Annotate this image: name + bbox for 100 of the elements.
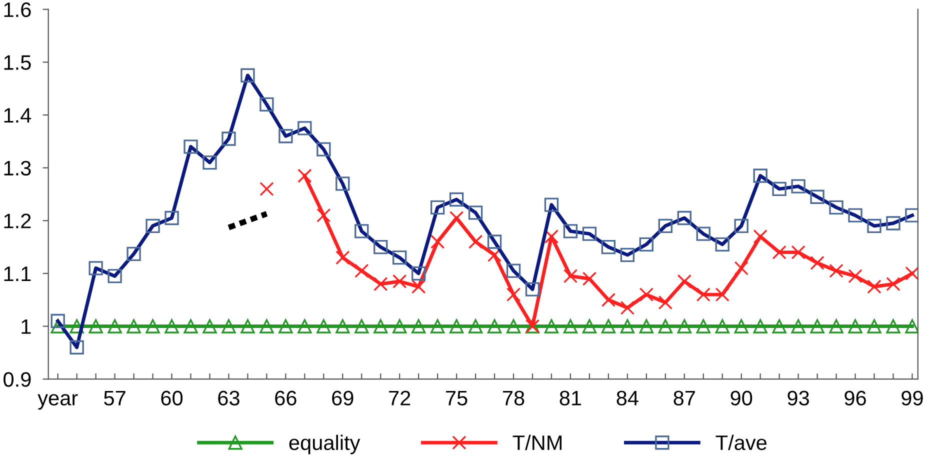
x-tick-label: 99 bbox=[902, 390, 923, 406]
point bbox=[601, 292, 616, 307]
point bbox=[412, 319, 426, 334]
point bbox=[772, 319, 786, 334]
point bbox=[658, 319, 672, 334]
y-tick-label: 1 bbox=[22, 319, 31, 334]
point bbox=[905, 319, 918, 334]
point bbox=[848, 319, 862, 334]
point bbox=[753, 229, 768, 244]
point bbox=[449, 210, 464, 226]
point bbox=[715, 287, 730, 302]
x-tick-label: 66 bbox=[275, 390, 296, 406]
point bbox=[848, 269, 862, 284]
point bbox=[336, 319, 350, 334]
point bbox=[715, 319, 730, 334]
x-tick-label: 84 bbox=[616, 390, 638, 406]
point bbox=[829, 264, 844, 278]
point bbox=[260, 319, 274, 334]
point bbox=[108, 319, 122, 334]
x-tick-label: year bbox=[38, 394, 78, 410]
x-tick-label: 63 bbox=[218, 390, 240, 406]
x-tick-label: 96 bbox=[844, 390, 866, 406]
point bbox=[202, 319, 217, 334]
point bbox=[867, 319, 882, 334]
point bbox=[886, 319, 900, 334]
point bbox=[639, 287, 654, 302]
point bbox=[734, 261, 748, 276]
point bbox=[392, 274, 407, 288]
point bbox=[506, 319, 521, 334]
legend-label: equality bbox=[289, 434, 360, 454]
x-tick-label: 87 bbox=[674, 390, 695, 406]
point bbox=[278, 319, 293, 334]
point bbox=[753, 319, 768, 334]
x-tick-label: 90 bbox=[730, 390, 752, 406]
point bbox=[449, 319, 464, 334]
point bbox=[487, 319, 502, 334]
point bbox=[260, 182, 274, 196]
point bbox=[791, 245, 806, 260]
point bbox=[582, 272, 597, 286]
point bbox=[810, 256, 824, 270]
point bbox=[563, 319, 578, 334]
point bbox=[298, 168, 312, 183]
point bbox=[298, 319, 312, 334]
point bbox=[658, 295, 672, 310]
point bbox=[184, 319, 198, 334]
point bbox=[430, 319, 445, 334]
point bbox=[905, 266, 918, 281]
point bbox=[639, 319, 654, 334]
point bbox=[392, 319, 407, 334]
y-tick-label: 1.2 bbox=[4, 214, 31, 228]
point bbox=[677, 274, 692, 288]
point bbox=[734, 319, 748, 334]
y-tick-label: 1.1 bbox=[4, 266, 31, 281]
point bbox=[677, 319, 692, 334]
point bbox=[354, 319, 369, 334]
point bbox=[772, 245, 786, 260]
y-tick-label: 1.5 bbox=[4, 55, 31, 70]
x-tick-label: 78 bbox=[502, 390, 524, 406]
point bbox=[506, 287, 521, 302]
y-tick-label: 1.4 bbox=[4, 108, 32, 123]
point bbox=[810, 319, 824, 334]
point bbox=[164, 319, 179, 334]
x-tick-label: 72 bbox=[389, 390, 410, 406]
point bbox=[146, 319, 160, 334]
point bbox=[88, 319, 103, 334]
point bbox=[544, 229, 559, 244]
point bbox=[430, 234, 445, 249]
x-tick-label: 69 bbox=[332, 390, 354, 406]
point bbox=[601, 319, 616, 334]
point bbox=[240, 319, 255, 334]
point bbox=[867, 280, 882, 294]
point bbox=[412, 280, 426, 294]
x-tick-label: 60 bbox=[161, 390, 183, 406]
point bbox=[316, 319, 331, 334]
x-tick-label: 75 bbox=[446, 390, 468, 406]
point bbox=[544, 319, 559, 334]
point bbox=[316, 208, 331, 222]
y-tick-label: 1.6 bbox=[4, 2, 31, 18]
point bbox=[374, 276, 388, 292]
y-tick-label: 1.3 bbox=[4, 160, 31, 176]
point bbox=[374, 319, 388, 334]
legend-label: T/ave bbox=[716, 434, 766, 450]
point bbox=[791, 319, 806, 334]
point bbox=[468, 319, 483, 334]
point bbox=[582, 319, 597, 334]
x-tick-label: 81 bbox=[560, 390, 582, 406]
point bbox=[886, 276, 900, 292]
point bbox=[126, 319, 141, 334]
point bbox=[70, 319, 84, 334]
y-tick-label: 0.9 bbox=[4, 372, 31, 387]
point bbox=[620, 300, 635, 315]
point bbox=[563, 269, 578, 284]
point bbox=[696, 287, 710, 302]
legend-label: T/NM bbox=[512, 434, 562, 450]
point bbox=[696, 319, 710, 334]
point bbox=[336, 250, 350, 265]
x-tick-label: 93 bbox=[788, 390, 809, 406]
point bbox=[829, 319, 844, 334]
point bbox=[222, 319, 236, 334]
x-tick-label: 57 bbox=[104, 390, 126, 406]
